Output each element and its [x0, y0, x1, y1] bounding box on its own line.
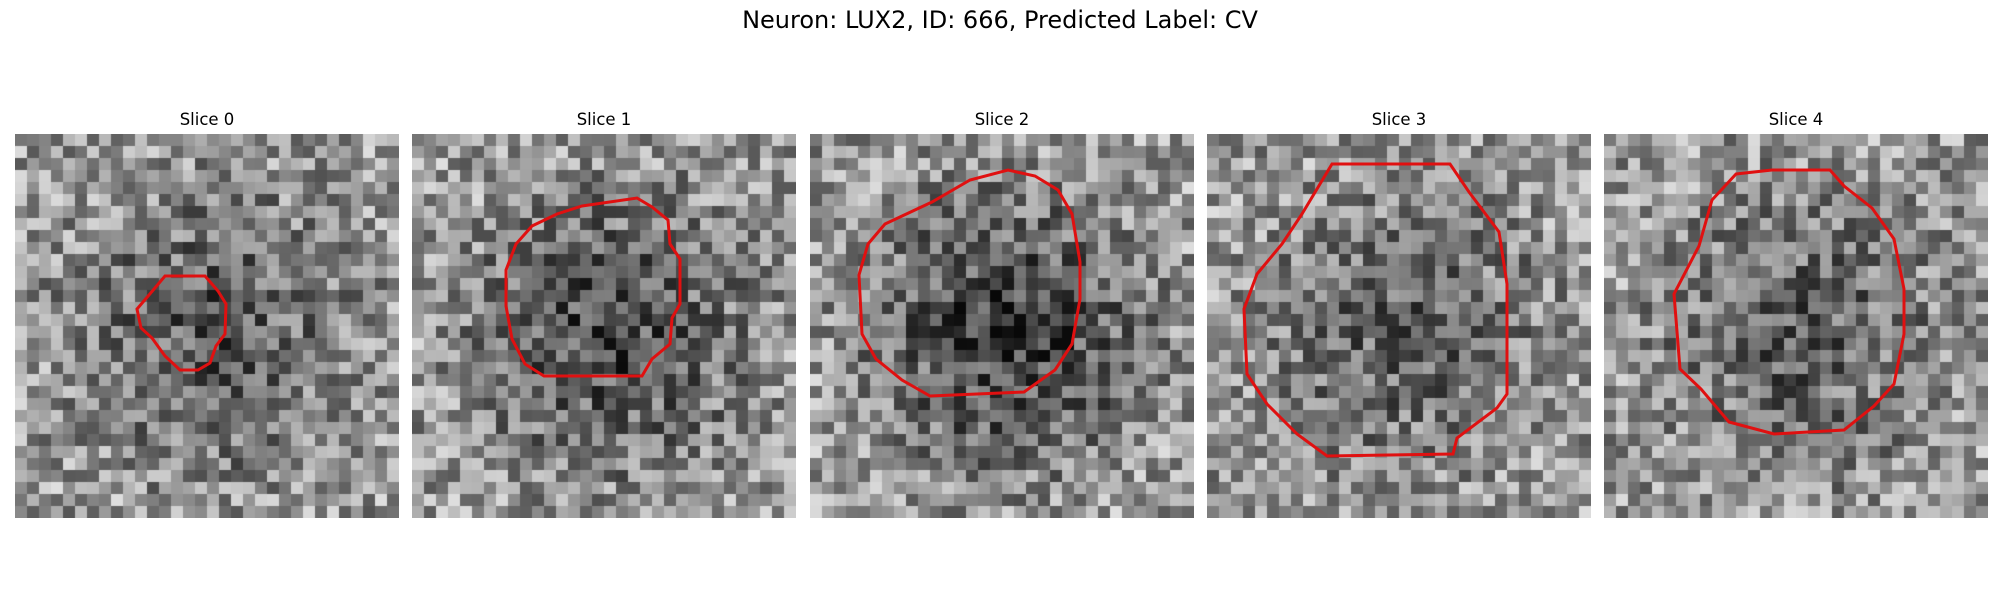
slice-image — [15, 134, 399, 518]
slice-image — [810, 134, 1194, 518]
cell-contour — [1242, 162, 1509, 458]
slice-panel-2: Slice 2 — [810, 108, 1194, 518]
slice-panel-3: Slice 3 — [1207, 108, 1591, 518]
slice-image — [1604, 134, 1988, 518]
cell-contour — [1672, 168, 1906, 436]
slice-title: Slice 3 — [1371, 110, 1427, 129]
slice-title: Slice 0 — [179, 110, 235, 129]
slice-image — [1207, 134, 1591, 518]
slice-image — [412, 134, 796, 518]
slice-panel-4: Slice 4 — [1604, 108, 1988, 518]
cell-contour — [857, 168, 1082, 398]
cell-contour — [135, 274, 228, 372]
cell-contour — [504, 196, 682, 378]
slice-title: Slice 4 — [1768, 110, 1824, 129]
slice-title: Slice 2 — [974, 110, 1030, 129]
slice-panel-0: Slice 0 — [15, 108, 399, 518]
slice-title: Slice 1 — [576, 110, 632, 129]
slice-panel-1: Slice 1 — [412, 108, 796, 518]
figure-title: Neuron: LUX2, ID: 666, Predicted Label: … — [742, 6, 1258, 34]
